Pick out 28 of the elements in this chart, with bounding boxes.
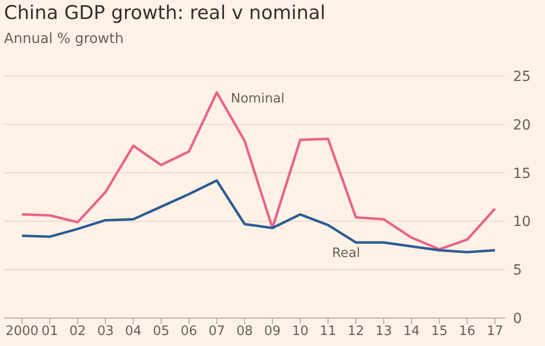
x-tick-label: 11 <box>320 324 336 340</box>
x-tick-label: 04 <box>125 324 142 340</box>
x-tick-label: 02 <box>69 324 86 340</box>
x-tick-label: 13 <box>375 324 392 340</box>
x-tick-label: 09 <box>264 324 281 340</box>
y-tick-label: 0 <box>513 310 522 327</box>
x-tick-label: 17 <box>486 324 504 340</box>
y-tick-label: 5 <box>513 262 522 279</box>
y-tick-label: 10 <box>513 214 531 230</box>
x-tick-label: 05 <box>152 324 170 340</box>
x-tick-label: 2000 <box>5 324 39 340</box>
x-tick-label: 08 <box>236 324 253 340</box>
x-tick-label: 14 <box>403 324 420 340</box>
chart-title: China GDP growth: real v nominal <box>4 2 326 24</box>
y-tick-label: 25 <box>513 68 531 85</box>
y-tick-label: 15 <box>513 166 531 182</box>
y-tick-label: 20 <box>513 117 531 134</box>
x-tick-label: 07 <box>208 324 226 340</box>
chart-subtitle: Annual % growth <box>4 31 124 47</box>
series-label: Real <box>332 246 360 262</box>
x-tick-label: 15 <box>431 324 448 340</box>
x-tick-label: 01 <box>42 324 58 340</box>
x-tick-label: 16 <box>458 324 476 340</box>
series-label: Nominal <box>230 91 285 106</box>
x-tick-label: 10 <box>292 324 309 340</box>
x-tick-label: 06 <box>180 324 198 340</box>
x-tick-label: 12 <box>348 324 364 340</box>
x-tick-label: 03 <box>97 324 114 340</box>
